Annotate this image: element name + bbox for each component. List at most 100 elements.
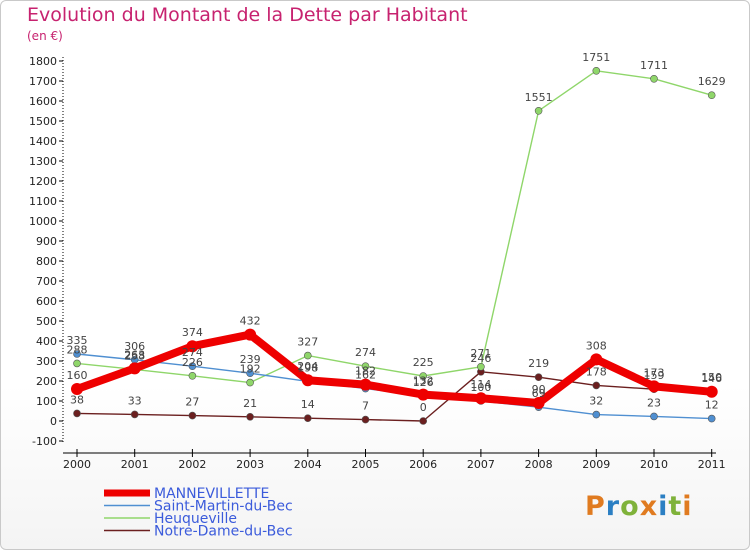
data-point [188,362,197,371]
data-label: 0 [420,401,427,414]
data-label: 1629 [698,75,726,88]
series-line [76,70,713,384]
data-label: 306 [124,340,145,353]
data-label: 274 [182,346,203,359]
data-label: 192 [240,363,261,376]
data-point [592,67,601,75]
data-label: 90 [532,383,546,396]
y-tick-label: 1000 [29,215,57,228]
data-label: 239 [240,353,261,366]
data-point [359,378,372,391]
data-point [73,359,81,368]
data-label: 1711 [640,59,668,72]
data-label: 114 [470,378,491,391]
data-label: 32 [589,395,603,408]
x-tick-label: 2011 [698,458,726,471]
data-label: 7 [362,400,369,413]
data-label: 432 [240,315,261,328]
data-label: 173 [644,366,665,379]
data-point [244,328,257,341]
y-tick-label: 100 [36,395,57,408]
y-tick-label: 1700 [29,75,57,88]
data-label: 246 [470,352,491,365]
data-label: 27 [185,396,199,409]
data-label: 1551 [525,91,553,104]
data-label: 198 [297,361,318,374]
data-point [592,410,601,419]
y-tick-label: 1200 [29,175,57,188]
y-tick-label: 500 [36,315,57,328]
y-tick-label: 0 [50,415,57,428]
data-point [361,415,370,424]
x-tick-label: 2005 [352,458,380,471]
data-label: 271 [470,347,491,360]
data-label: 146 [701,372,722,385]
data-point [303,351,312,360]
data-point [188,371,197,380]
y-tick-label: 600 [36,295,57,308]
data-label: 308 [586,339,607,352]
y-tick-label: 400 [36,335,57,348]
data-label: 258 [124,349,145,362]
x-tick-label: 2002 [178,458,206,471]
y-tick-label: 1300 [29,155,57,168]
data-label: 327 [297,336,318,349]
y-tick-label: 700 [36,275,57,288]
data-point [419,417,428,425]
x-tick-label: 2000 [63,458,91,471]
data-point [590,353,603,366]
data-point [705,385,718,398]
data-label: 162 [355,369,376,382]
data-label: 14 [301,398,315,411]
data-label: 160 [67,369,88,382]
data-point [246,378,254,387]
series-line [73,330,716,407]
data-point [534,373,543,382]
data-label: 100 [470,381,491,394]
y-tick-label: 800 [36,255,57,268]
data-point [534,107,543,115]
data-label: 225 [413,356,434,369]
y-tick-label: 1400 [29,135,57,148]
data-label: 132 [413,375,434,388]
data-point [186,340,199,353]
data-label: 159 [644,369,665,382]
y-tick-label: 900 [36,235,57,248]
data-label: 274 [355,346,376,359]
data-label: 204 [297,360,318,373]
data-point [532,397,545,409]
data-label: 219 [528,357,549,370]
data-point [417,388,430,401]
x-tick-label: 2010 [640,458,668,471]
data-point [71,383,83,395]
data-label: 374 [182,326,203,339]
data-label: 23 [647,396,661,409]
legend-label: Saint-Martin-du-Bec [154,499,293,515]
legend-label: Notre-Dame-du-Bec [154,524,293,540]
data-label: 69 [532,387,546,400]
data-point [474,392,487,405]
data-point [592,381,601,390]
y-tick-label: 200 [36,375,57,388]
data-label: 12 [705,399,719,412]
y-tick-label: 1600 [29,95,57,108]
data-point [188,411,197,420]
data-point [246,369,254,378]
x-tick-label: 2007 [467,458,495,471]
data-point [650,75,658,83]
data-label: 288 [67,343,88,356]
legend-label: MANNEVILLETTE [154,486,269,502]
series-line [76,371,713,422]
y-tick-label: 1800 [29,55,57,68]
data-point [246,412,254,421]
data-point [73,409,81,418]
data-label: 150 [701,371,722,384]
chart-subtitle: (en €) [27,29,63,43]
x-tick-label: 2003 [236,458,264,471]
data-point [303,414,312,423]
legend-label: Heuqueville [154,511,237,527]
data-label: 33 [128,394,142,407]
data-point [301,374,314,387]
